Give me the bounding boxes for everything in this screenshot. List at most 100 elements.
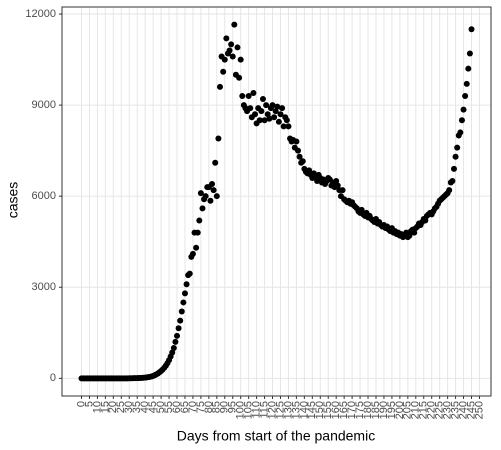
point (269, 102, 276, 109)
x-tick-label: 105 (243, 401, 255, 419)
x-tick-label: 225 (434, 401, 446, 419)
point (274, 103, 281, 110)
point (406, 232, 413, 239)
x-tick-label: 170 (346, 401, 358, 419)
x-tick-label: 10 (91, 401, 103, 413)
x-tick-label: 175 (354, 401, 366, 419)
x-tick-label: 25 (115, 401, 127, 413)
x-tick-label: 50 (155, 401, 167, 413)
point (272, 108, 279, 115)
x-tick-label: 195 (386, 401, 398, 419)
x-tick-label: 40 (139, 401, 151, 413)
point (207, 197, 214, 204)
point (275, 118, 282, 125)
point (199, 205, 206, 212)
x-tick-label: 190 (378, 401, 390, 419)
y-tick-label: 12000 (25, 8, 56, 20)
point (172, 338, 179, 345)
x-tick-label: 165 (338, 401, 350, 419)
point (234, 44, 241, 51)
point (294, 147, 301, 154)
x-tick-label: 130 (282, 401, 294, 419)
point (216, 83, 223, 90)
x-tick-label: 180 (362, 401, 374, 419)
point (215, 135, 222, 142)
point (252, 111, 259, 118)
x-tick-label: 240 (457, 401, 469, 419)
point (196, 217, 203, 224)
point (181, 290, 188, 297)
point (261, 117, 268, 124)
point (180, 299, 187, 306)
point (174, 332, 181, 339)
point (245, 93, 252, 100)
y-tick-label: 6000 (32, 190, 56, 202)
x-tick-label: 30 (123, 401, 135, 413)
point (339, 187, 346, 194)
x-tick-label: 5 (83, 401, 95, 407)
point (194, 229, 201, 236)
x-tick-label: 115 (258, 401, 270, 419)
point (175, 325, 182, 332)
point (256, 117, 263, 124)
point (460, 106, 467, 113)
y-tick-label: 0 (50, 372, 56, 384)
point (226, 47, 233, 54)
x-tick-label: 145 (306, 401, 318, 419)
point (293, 138, 300, 145)
point (454, 144, 461, 151)
x-tick-label: 150 (314, 401, 326, 419)
point (221, 56, 228, 63)
x-tick-label: 185 (370, 401, 382, 419)
panel-border (61, 6, 492, 397)
point (446, 187, 453, 194)
x-tick-label: 220 (426, 401, 438, 419)
point (266, 115, 273, 122)
x-tick-label: 215 (418, 401, 430, 419)
point (271, 114, 278, 121)
x-tick-label: 80 (203, 401, 215, 413)
x-tick-label: 100 (235, 401, 247, 419)
x-tick-label: 200 (394, 401, 406, 419)
point (189, 250, 196, 257)
point (450, 165, 457, 172)
x-tick-label: 125 (274, 401, 286, 419)
point (169, 349, 176, 356)
x-tick-label: 85 (211, 401, 223, 413)
point (466, 50, 473, 57)
x-tick-label: 230 (442, 401, 454, 419)
point (296, 153, 303, 160)
point (422, 217, 429, 224)
y-tick-label: 9000 (32, 99, 56, 111)
point (258, 108, 265, 115)
point (279, 105, 286, 112)
x-tick-label: 20 (107, 401, 119, 413)
point (280, 123, 287, 130)
point (213, 193, 220, 200)
point (277, 111, 284, 118)
x-tick-label: 0 (75, 401, 87, 407)
x-tick-label: 35 (131, 401, 143, 413)
point (223, 35, 230, 42)
point (212, 159, 219, 166)
point (210, 187, 217, 194)
point (193, 244, 200, 251)
x-tick-label: 15 (99, 401, 111, 413)
x-tick-label: 205 (402, 401, 414, 419)
x-tick-label: 245 (465, 401, 477, 419)
x-tick-label: 160 (330, 401, 342, 419)
point (334, 182, 341, 189)
x-tick-label: 135 (290, 401, 302, 419)
point (449, 178, 456, 185)
x-tick-label: 55 (163, 401, 175, 413)
point (463, 80, 470, 87)
x-axis-title: Days from start of the pandemic (177, 428, 375, 444)
x-tick-label: 155 (322, 401, 334, 419)
point (259, 96, 266, 103)
x-tick-label: 90 (219, 401, 231, 413)
x-tick-label: 65 (179, 401, 191, 413)
x-tick-label: 110 (251, 401, 263, 419)
x-tick-label: 70 (187, 401, 199, 413)
